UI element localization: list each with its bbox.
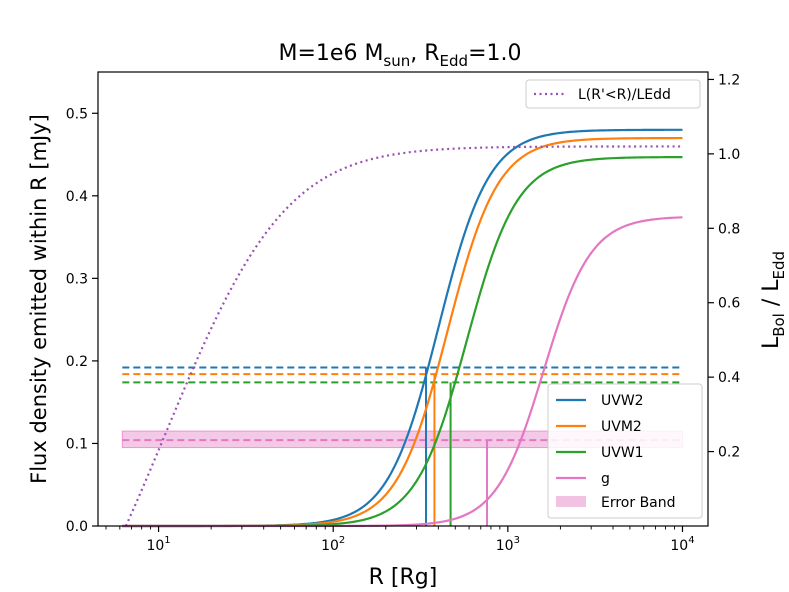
legend-bolometric-label: L(R'<R)/LEdd [578,87,671,103]
legend-g-label: g [601,471,610,487]
legend-upper-box [525,79,701,109]
y2-tick-label: 0.6 [718,296,740,312]
x-tick-label: 102 [321,535,345,554]
y-tick-label: 0.4 [66,189,88,205]
y-tick-label: 0.2 [66,354,88,370]
y2-tick-label: 0.8 [718,221,740,237]
y-axis-label: Flux density emitted within R [mJy] [27,114,51,484]
bolometric-line [124,145,683,527]
axes-frame [97,71,709,527]
legend-lower-box [547,383,703,519]
legend-error-band-swatch [556,496,586,507]
y-tick-label: 0.1 [66,436,88,452]
legend-uvm2-label: UVM2 [601,419,642,435]
x-axis-label: R [Rg] [369,565,438,590]
y2-axis-label: LBol / LEdd [759,251,788,349]
y-tick-label: 0.5 [66,106,88,122]
x-tick-label: 103 [496,535,520,554]
y2-tick-label: 1.2 [718,72,740,88]
legend-uvw2-label: UVW2 [601,393,644,409]
legend-upper: L(R'<R)/LEdd [525,79,701,109]
y2-tick-label: 0.4 [718,370,740,386]
y-tick-label: 0.3 [66,271,88,287]
y-tick-label: 0.0 [66,519,88,535]
y2-tick-label: 1.0 [718,147,740,163]
x-tick-label: 104 [670,535,694,554]
legend-error-band-label: Error Band [601,495,676,511]
x-tick-label: 101 [146,535,170,554]
axis-ticks: 0.0 0.1 0.2 0.3 0.4 0.5 0.2 0.4 0.6 0.8 1.0 1.2 101 1… [66,72,741,554]
legend-lower: UVW2 UVM2 UVW1 g Error Band [547,383,703,519]
y2-tick-label: 0.2 [718,445,740,461]
legend-uvw1-label: UVW1 [601,445,644,461]
chart-title: M=1e6 Msun, REdd=1.0 [279,41,522,70]
